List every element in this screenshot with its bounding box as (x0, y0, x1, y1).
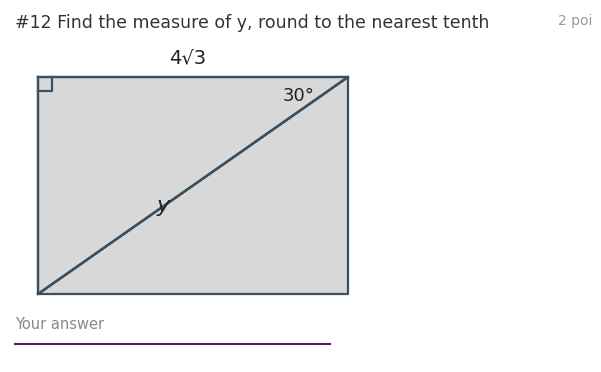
Bar (38, 77, 348, 294)
Text: y: y (156, 196, 169, 215)
Text: 4√3: 4√3 (169, 48, 207, 67)
Text: Your answer: Your answer (15, 317, 104, 332)
Text: 2 poi: 2 poi (558, 14, 592, 28)
Text: #12 Find the measure of y, round to the nearest tenth: #12 Find the measure of y, round to the … (15, 14, 489, 32)
Text: 30°: 30° (283, 87, 315, 105)
